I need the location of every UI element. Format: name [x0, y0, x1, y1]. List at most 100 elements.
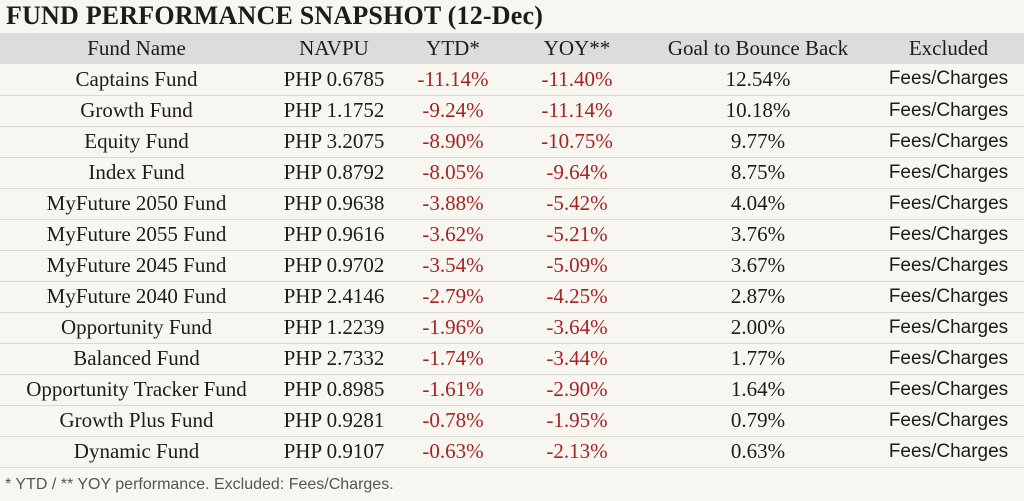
goal-cell: 12.54%	[725, 66, 791, 91]
table-row: Balanced Fund PHP 2.7332 -1.74% -3.44% 1.77%…	[0, 343, 1024, 374]
fund-name-cell: Growth Plus Fund	[59, 408, 214, 432]
goal-cell: 1.64%	[730, 377, 786, 401]
ytd-cell: -8.90%	[422, 129, 484, 153]
yoy-cell: -2.90%	[546, 377, 608, 401]
goal-cell: 9.77%	[730, 129, 786, 153]
ytd-cell: -0.63%	[422, 439, 484, 463]
navpu-cell: PHP 0.8792	[283, 160, 385, 184]
excluded-cell: Fees/Charges	[888, 161, 1009, 183]
goal-cell: 0.79%	[730, 408, 786, 432]
header-ytd: YTD*	[426, 36, 480, 60]
yoy-cell: -2.13%	[546, 439, 608, 463]
yoy-cell: -10.75%	[541, 129, 613, 153]
excluded-cell: Fees/Charges	[888, 192, 1009, 214]
navpu-cell: PHP 0.6785	[283, 66, 385, 91]
excluded-cell: Fees/Charges	[888, 254, 1009, 276]
goal-cell: 2.00%	[730, 315, 786, 339]
yoy-cell: -11.14%	[541, 98, 613, 122]
table-row: Captains Fund PHP 0.6785 -11.14% -11.40% 12.…	[0, 64, 1024, 95]
ytd-cell: -0.78%	[422, 408, 484, 432]
goal-cell: 3.67%	[730, 253, 786, 277]
excluded-cell: Fees/Charges	[888, 285, 1009, 307]
table-row: MyFuture 2040 Fund PHP 2.4146 -2.79% -4.25%…	[0, 281, 1024, 312]
fund-name-cell: MyFuture 2040 Fund	[46, 284, 227, 308]
excluded-cell: Fees/Charges	[888, 347, 1009, 369]
ytd-cell: -3.88%	[422, 191, 484, 215]
table-row: Growth Fund PHP 1.1752 -9.24% -11.14% 10.18%…	[0, 95, 1024, 126]
ytd-cell: -1.74%	[422, 346, 484, 370]
table-row: MyFuture 2050 Fund PHP 0.9638 -3.88% -5.42%…	[0, 188, 1024, 219]
table-row: Equity Fund PHP 3.2075 -8.90% -10.75% 9.77% F…	[0, 126, 1024, 157]
fund-name-cell: Growth Fund	[80, 98, 193, 122]
goal-cell: 3.76%	[730, 222, 786, 246]
ytd-cell: -1.61%	[422, 377, 484, 401]
fund-performance-table: Fund Name NAVPU YTD* YOY** Goal to Bounc…	[0, 33, 1024, 468]
fund-name-cell: Index Fund	[88, 160, 185, 184]
excluded-cell: Fees/Charges	[888, 223, 1009, 245]
table-row: Opportunity Tracker Fund PHP 0.8985 -1.61%…	[0, 374, 1024, 405]
header-goal: Goal to Bounce Back	[667, 36, 849, 60]
fund-name-cell: Captains Fund	[75, 66, 198, 91]
goal-cell: 4.04%	[730, 191, 786, 215]
fund-name-cell: MyFuture 2045 Fund	[46, 253, 227, 277]
yoy-cell: -5.09%	[546, 253, 608, 277]
excluded-cell: Fees/Charges	[888, 316, 1009, 338]
footnote: * YTD / ** YOY performance. Excluded: Fe…	[5, 476, 394, 493]
navpu-cell: PHP 3.2075	[283, 129, 385, 153]
navpu-cell: PHP 0.8985	[283, 377, 385, 401]
navpu-cell: PHP 2.7332	[283, 346, 385, 370]
ytd-cell: -3.54%	[422, 253, 484, 277]
navpu-cell: PHP 1.1752	[283, 98, 385, 122]
yoy-cell: -3.44%	[546, 346, 608, 370]
header-excluded: Excluded	[908, 36, 989, 60]
navpu-cell: PHP 0.9638	[283, 191, 385, 215]
navpu-cell: PHP 0.9616	[283, 222, 385, 246]
ytd-cell: -2.79%	[422, 284, 484, 308]
excluded-cell: Fees/Charges	[888, 99, 1009, 121]
goal-cell: 1.77%	[730, 346, 786, 370]
yoy-cell: -1.95%	[546, 408, 608, 432]
fund-name-cell: Opportunity Fund	[60, 315, 213, 339]
table-row: Opportunity Fund PHP 1.2239 -1.96% -3.64% 2.…	[0, 312, 1024, 343]
goal-cell: 2.87%	[730, 284, 786, 308]
yoy-cell: -4.25%	[546, 284, 608, 308]
excluded-cell: Fees/Charges	[888, 378, 1009, 400]
header-navpu: NAVPU	[299, 36, 369, 60]
ytd-cell: -9.24%	[422, 98, 484, 122]
fund-name-cell: Dynamic Fund	[73, 439, 200, 463]
table-header-row: Fund Name NAVPU YTD* YOY** Goal to Bounc…	[0, 33, 1024, 64]
table-row: Growth Plus Fund PHP 0.9281 -0.78% -1.95% 0.…	[0, 405, 1024, 436]
table-row: MyFuture 2045 Fund PHP 0.9702 -3.54% -5.09%…	[0, 250, 1024, 281]
ytd-cell: -11.14%	[417, 66, 489, 91]
page-title: FUND PERFORMANCE SNAPSHOT (12-Dec)	[6, 1, 544, 30]
yoy-cell: -3.64%	[546, 315, 608, 339]
navpu-cell: PHP 1.2239	[283, 315, 385, 339]
yoy-cell: -11.40%	[541, 66, 613, 91]
table-row: MyFuture 2055 Fund PHP 0.9616 -3.62% -5.21%…	[0, 219, 1024, 250]
navpu-cell: PHP 2.4146	[283, 284, 385, 308]
navpu-cell: PHP 0.9107	[283, 439, 385, 463]
excluded-cell: Fees/Charges	[888, 409, 1009, 431]
yoy-cell: -9.64%	[546, 160, 608, 184]
goal-cell: 10.18%	[725, 98, 791, 122]
table-row: Dynamic Fund PHP 0.9107 -0.63% -2.13% 0.63% F…	[0, 436, 1024, 467]
fund-name-cell: MyFuture 2055 Fund	[46, 222, 227, 246]
goal-cell: 0.63%	[730, 439, 786, 463]
excluded-cell: Fees/Charges	[888, 440, 1009, 462]
yoy-cell: -5.42%	[546, 191, 608, 215]
header-yoy: YOY**	[543, 36, 611, 60]
fund-name-cell: Equity Fund	[84, 129, 189, 153]
table-row: Index Fund PHP 0.8792 -8.05% -9.64% 8.75% Fee…	[0, 157, 1024, 188]
ytd-cell: -3.62%	[422, 222, 484, 246]
yoy-cell: -5.21%	[546, 222, 608, 246]
goal-cell: 8.75%	[730, 160, 786, 184]
header-fund-name: Fund Name	[87, 36, 186, 60]
navpu-cell: PHP 0.9281	[283, 408, 385, 432]
ytd-cell: -1.96%	[422, 315, 484, 339]
fund-name-cell: Balanced Fund	[73, 346, 200, 370]
excluded-cell: Fees/Charges	[888, 130, 1009, 152]
excluded-cell: Fees/Charges	[888, 68, 1009, 90]
ytd-cell: -8.05%	[422, 160, 484, 184]
fund-name-cell: MyFuture 2050 Fund	[46, 191, 227, 215]
fund-name-cell: Opportunity Tracker Fund	[26, 377, 247, 401]
